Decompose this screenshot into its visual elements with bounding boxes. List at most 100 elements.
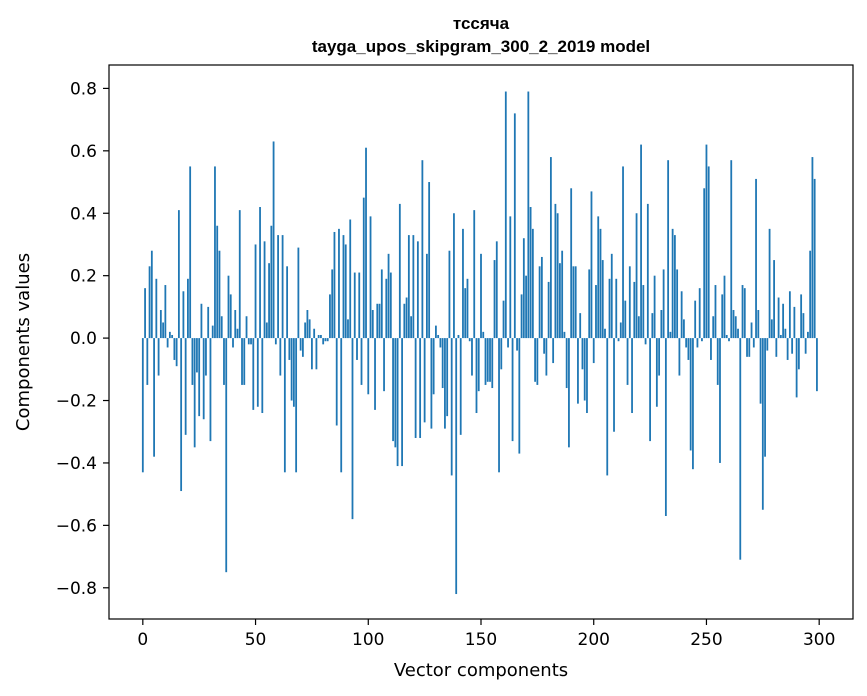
bar	[811, 157, 814, 339]
bar	[412, 235, 415, 339]
bar	[775, 338, 778, 357]
bar	[473, 210, 476, 339]
x-axis-label: Vector components	[394, 660, 568, 681]
bar	[286, 266, 289, 339]
bar	[164, 285, 167, 339]
bar	[365, 147, 367, 339]
bar	[187, 278, 189, 339]
bar	[689, 338, 692, 451]
bar	[730, 160, 733, 339]
bar	[320, 334, 322, 339]
y-axis-label: Components values	[13, 253, 34, 431]
bar	[468, 338, 471, 342]
bar	[362, 197, 365, 339]
bar	[380, 269, 383, 339]
bar	[254, 244, 257, 339]
bar	[232, 338, 234, 348]
bar	[759, 338, 762, 404]
bar	[177, 210, 180, 339]
bar	[489, 338, 491, 382]
bar	[500, 338, 503, 370]
bar	[743, 288, 746, 339]
bar	[349, 219, 352, 339]
bar	[462, 228, 464, 339]
bar	[389, 272, 392, 339]
bar	[507, 338, 509, 348]
bar	[619, 322, 622, 339]
bar	[669, 331, 672, 339]
bar	[491, 338, 494, 389]
bar	[238, 210, 241, 339]
bar	[646, 203, 649, 339]
bar	[353, 272, 356, 339]
bar	[394, 338, 397, 448]
bar	[360, 338, 363, 385]
bar	[583, 338, 586, 401]
bar	[590, 191, 593, 339]
bar	[572, 266, 575, 339]
bar	[536, 338, 539, 385]
bar	[748, 338, 751, 357]
bar	[225, 338, 228, 573]
bar	[531, 228, 534, 339]
bar	[175, 338, 178, 367]
bar	[477, 338, 480, 392]
bar	[680, 291, 683, 339]
bar	[407, 235, 410, 339]
bar	[344, 244, 347, 339]
bar	[608, 278, 611, 339]
bar	[335, 338, 338, 426]
bar	[802, 313, 805, 339]
bar	[482, 331, 485, 339]
bar	[247, 338, 250, 345]
bar	[173, 338, 176, 360]
bar	[696, 338, 699, 348]
bar	[516, 338, 518, 351]
y-tick-label: −0.6	[56, 516, 97, 536]
bar	[428, 182, 431, 339]
bar	[209, 338, 212, 442]
x-tick-label: 300	[803, 630, 835, 650]
x-tick-label: 150	[465, 630, 497, 650]
bar	[518, 338, 521, 454]
bar	[757, 310, 760, 339]
chart-title: тссяча	[453, 14, 510, 33]
bar	[678, 338, 681, 376]
bar	[554, 203, 557, 339]
bar	[721, 294, 724, 339]
bar	[538, 266, 541, 339]
bar	[651, 313, 654, 339]
bar	[419, 338, 422, 438]
bar	[205, 338, 207, 376]
bar	[283, 338, 286, 473]
bar	[326, 338, 329, 342]
bar	[692, 338, 694, 470]
x-axis-ticks: 0 50 100 150 200 250 300	[137, 619, 835, 650]
bar	[376, 303, 379, 339]
bar	[570, 188, 573, 339]
bar	[423, 338, 426, 423]
bar	[259, 207, 261, 339]
bar	[707, 166, 710, 339]
bar	[241, 338, 243, 385]
bar	[245, 316, 248, 339]
bar	[628, 266, 631, 339]
bar	[200, 303, 203, 339]
bar	[797, 338, 800, 370]
bar	[779, 334, 782, 339]
bar	[333, 231, 336, 339]
bar	[552, 338, 555, 364]
bar	[728, 338, 730, 342]
bar	[236, 328, 239, 339]
bar	[495, 241, 498, 339]
bar	[788, 291, 791, 339]
bar	[252, 338, 255, 410]
bar	[768, 228, 771, 339]
bar	[308, 319, 311, 339]
bar	[547, 281, 550, 339]
x-tick-label: 200	[578, 630, 610, 650]
bar	[153, 338, 155, 457]
x-tick-label: 100	[352, 630, 384, 650]
bar	[540, 256, 543, 339]
bar	[520, 294, 523, 339]
